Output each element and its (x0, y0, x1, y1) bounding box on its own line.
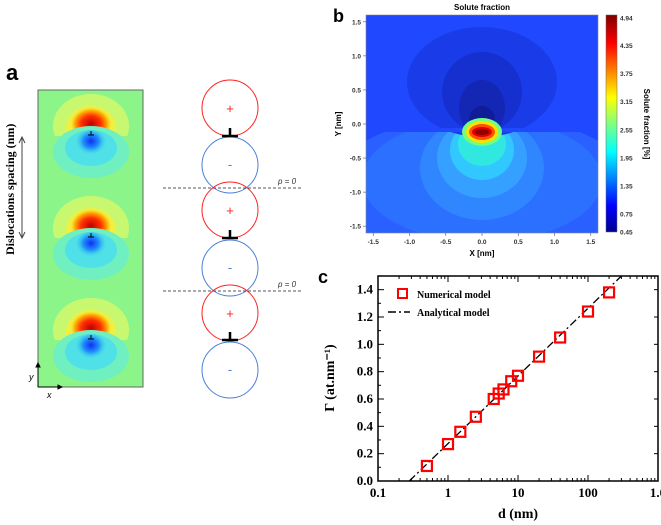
colorbar-tick-label: 0.75 (620, 211, 633, 218)
colorbar-tick-label: 0.45 (620, 230, 633, 237)
x-tick-label: 1.5 (586, 239, 595, 246)
y-tick-label: 1.0 (357, 336, 373, 351)
y-tick-label: 0.6 (357, 391, 374, 406)
y-tick-label: -0.5 (350, 156, 362, 163)
colorbar-tick-label: 2.55 (620, 127, 633, 134)
colorbar-tick-label: 1.95 (620, 155, 633, 162)
x-tick-label: 1 (445, 485, 452, 500)
plot-xlabel: d (nm) (498, 507, 538, 522)
tension-circle (201, 239, 259, 297)
colorbar-label: Solute fraction [%] (642, 89, 651, 160)
stress-field-frame (37, 89, 144, 388)
x-tick-label: -1.5 (368, 239, 380, 246)
axis-y-label: y (28, 372, 34, 382)
dislocation-symbol-icon (222, 332, 238, 342)
numerical-data-point (532, 350, 546, 363)
dislocation-field (38, 298, 143, 387)
y-tick-label: 0.2 (357, 446, 373, 461)
dislocation-symbol-icon (222, 230, 238, 240)
dislocation-symbol-icon (88, 233, 94, 238)
solute-heatmap (366, 15, 598, 233)
panel-label-c: c (318, 267, 328, 287)
y-tick-label: 0.0 (357, 473, 373, 488)
y-tick-label: 1.5 (352, 19, 361, 26)
colorbar-ticks: 4.94 4.35 3.75 3.15 2.55 1.95 1.35 0.75 0.45 (620, 16, 633, 237)
y-tick-label: 1.2 (357, 309, 373, 324)
tension-core (75, 334, 107, 362)
x-tick-label: 0.1 (370, 485, 386, 500)
tension-circle (201, 341, 259, 399)
numerical-data-point (581, 305, 595, 318)
panel-label-a: a (6, 60, 19, 85)
panel-label-b: b (333, 6, 344, 26)
x-tick-label: 100 (578, 485, 598, 500)
x-tick-label: 0.5 (514, 239, 523, 246)
x-tick-label: -0.5 (440, 239, 452, 246)
y-tick-label: -1.5 (350, 224, 362, 231)
colorbar (605, 14, 618, 233)
numerical-data-point (554, 331, 567, 344)
y-tick-label: -1.0 (350, 190, 362, 197)
dislocation-symbol-icon (88, 335, 94, 340)
x-tick-label: -1.0 (404, 239, 416, 246)
dislocation-symbol-icon (222, 128, 238, 138)
minus-sign: - (228, 157, 232, 172)
plus-sign: + (226, 306, 234, 321)
colorbar-tick-label: 4.94 (620, 16, 633, 23)
zero-pressure-label: p = 0 (277, 280, 297, 289)
numerical-data-point (454, 425, 467, 438)
legend: Numerical model Analytical model (388, 288, 491, 319)
y-tick-label: 0.5 (352, 87, 361, 94)
x-tick-label: 10 (512, 485, 525, 500)
legend-numerical: Numerical model (417, 290, 491, 301)
axis-indicator (35, 361, 64, 390)
colorbar-tick-label: 1.35 (620, 183, 633, 190)
dislocation-field (38, 196, 143, 288)
plus-sign: + (226, 101, 234, 116)
spacing-arrow (18, 135, 26, 240)
numerical-data-point (511, 369, 525, 382)
numerical-data-point (420, 459, 434, 473)
heatmap-axes: -1.5 -1.0 -0.5 0.0 0.5 1.0 1.5 1.5 1.0 0.5 0.0 -0.5… (350, 19, 596, 246)
colorbar-tick-label: 4.35 (620, 43, 633, 50)
x-tick-label: 0.0 (477, 239, 486, 246)
tension-core (75, 130, 107, 158)
heatmap-title: Solute fraction (454, 3, 510, 12)
plot-ylabel: Γ (at.nm⁻¹) (323, 344, 338, 412)
colorbar-tick-label: 3.75 (620, 71, 633, 78)
plot-frame (377, 275, 659, 482)
numerical-data-point (469, 410, 482, 423)
y-tick-label: 0.8 (357, 364, 374, 379)
minus-sign: - (228, 260, 232, 275)
plus-sign: + (226, 203, 234, 218)
heatmap-ylabel: Y [nm] (334, 111, 343, 136)
axis-x-label: x (46, 390, 52, 400)
minus-sign: - (228, 362, 232, 377)
zero-pressure-label: p = 0 (277, 177, 297, 186)
dislocation-symbol-icon (88, 131, 94, 136)
y-tick-label: 1.4 (357, 282, 374, 297)
y-tick-label: 0.4 (357, 418, 374, 433)
tension-core (75, 232, 107, 260)
dislocation-field (38, 94, 143, 186)
heatmap-xlabel: X [nm] (470, 249, 495, 258)
dislocation-spacing-label: Dislocations spacing (nm) (3, 124, 17, 255)
x-tick-label: 1.0 (650, 485, 661, 500)
stress-field-map (38, 90, 143, 387)
gamma-vs-d-plot: 0.1 1 10 100 1.0 0.0 0.2 0.4 0.6 0.8 1.0 1.2 1.4 (357, 275, 661, 500)
numerical-data-point (497, 383, 510, 396)
colorbar-tick-label: 3.15 (620, 99, 633, 106)
y-tick-label: 1.0 (352, 53, 361, 60)
legend-marker-numerical (397, 288, 408, 299)
dislocation-schematic: + - + - + - p = 0 p = 0 (163, 79, 303, 399)
numerical-data-point (441, 438, 455, 451)
y-tick-label: 0.0 (352, 122, 361, 129)
x-tick-label: 1.0 (550, 239, 559, 246)
legend-analytical: Analytical model (417, 308, 490, 319)
numerical-data-point (602, 286, 616, 299)
